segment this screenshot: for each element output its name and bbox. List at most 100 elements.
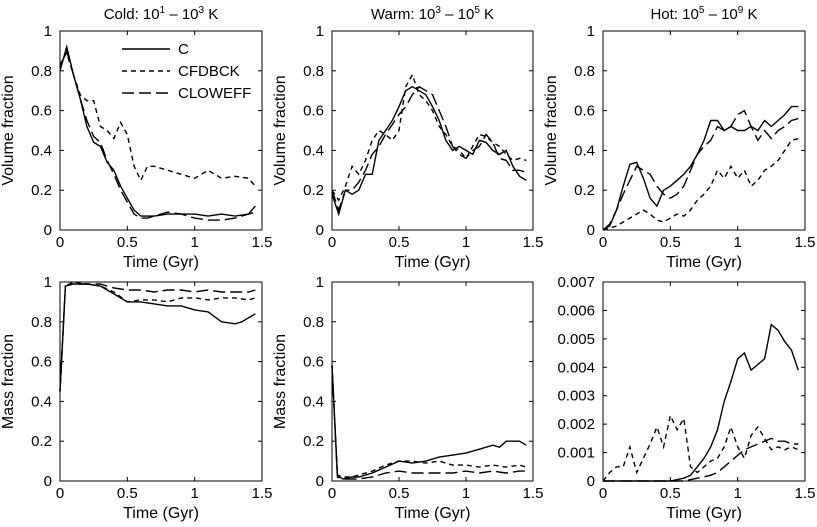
y-axis-label: Mass fraction (272, 334, 289, 429)
y-tick-label: 0.2 (31, 433, 52, 450)
series-line-c (331, 85, 527, 217)
plot-frame (331, 281, 534, 482)
title-text: Hot: 10 (650, 6, 698, 23)
series-line-cfdbck (59, 51, 256, 187)
y-tick-label: 0.8 (574, 63, 595, 80)
y-tick-label: 1 (587, 23, 595, 40)
y-axis-label: Volume fraction (272, 75, 289, 185)
legend-label-cfdbck: CFDBCK (178, 63, 240, 80)
legend-label-cloweff: CLOWEFF (178, 85, 251, 102)
plot-frame (602, 281, 806, 482)
x-tick-label: 0 (56, 485, 64, 502)
legend-label-c: C (178, 41, 189, 58)
x-tick-label: 1.5 (252, 234, 273, 251)
series-line-cloweff (59, 283, 256, 392)
y-tick-label: 0.8 (303, 63, 324, 80)
y-tick-label: 0 (316, 473, 324, 490)
y-tick-label: 0 (587, 222, 595, 239)
panel-2: 0 0.5 1 1.5 0 0.2 0.4 0.6 0.8 1 Time (Gyr) Volume f… (272, 5, 543, 271)
x-tick-label: 0.5 (660, 485, 681, 502)
y-tick-label: 0 (44, 222, 52, 239)
title-text: K (480, 6, 494, 23)
x-tick-label: 0.5 (389, 485, 410, 502)
y-tick-label: 0.002 (557, 416, 595, 433)
series-line-c (59, 44, 256, 217)
title-exponent: 1 (160, 5, 166, 16)
x-tick-label: 1.5 (523, 234, 544, 251)
panel-1: 0 0.5 1 1.5 0 0.2 0.4 0.6 0.8 1 Time (Gyr) Volume f… (0, 5, 272, 271)
y-axis-label: Volume fraction (0, 75, 17, 185)
y-tick-label: 0.6 (303, 354, 324, 371)
plot-frame (59, 281, 263, 482)
legend: C CFDBCK CLOWEFF (122, 41, 251, 102)
y-tick-label: 0.007 (557, 274, 595, 291)
x-tick-label: 1.5 (252, 485, 273, 502)
x-tick-label: 0 (328, 234, 336, 251)
title-text: Warm: 10 (371, 6, 435, 23)
panel-6: 0 0.5 1 1.5 0 0.001 0.002 0.003 0.004 0.005 0.006 0… (557, 274, 815, 522)
x-axis-label: Time (Gyr) (666, 505, 742, 522)
series-line-cloweff (59, 48, 256, 221)
plot-frame (602, 30, 806, 231)
y-tick-label: 0.4 (31, 393, 52, 410)
series-line-cloweff (331, 365, 527, 480)
y-tick-label: 0.4 (31, 142, 52, 159)
title-exponent: 3 (435, 5, 441, 16)
title-text: – 10 (441, 6, 474, 23)
y-tick-label: 0.006 (557, 302, 595, 319)
title-text: K (743, 6, 757, 23)
title-exponent: 5 (474, 5, 480, 16)
y-tick-label: 1 (44, 274, 52, 291)
y-tick-label: 0 (587, 473, 595, 490)
y-tick-label: 0.6 (574, 103, 595, 120)
y-tick-label: 0.6 (303, 103, 324, 120)
series-line-cloweff (603, 437, 799, 482)
y-tick-label: 0.2 (574, 182, 595, 199)
x-tick-label: 0.5 (117, 234, 138, 251)
series-line-cloweff (331, 85, 527, 213)
series-line-cfdbck (331, 73, 527, 202)
y-tick-label: 0.005 (557, 331, 595, 348)
x-tick-label: 1.5 (795, 485, 816, 502)
x-axis-label: Time (Gyr) (123, 505, 199, 522)
y-axis-label: Mass fraction (0, 334, 17, 429)
title-exponent: 3 (199, 5, 205, 16)
x-tick-label: 0 (599, 234, 607, 251)
y-tick-label: 0.4 (303, 393, 324, 410)
x-tick-label: 0 (56, 234, 64, 251)
plot-frame (331, 30, 534, 231)
x-axis-label: Time (Gyr) (395, 505, 471, 522)
x-tick-label: 1 (733, 234, 741, 251)
panel-title: Warm: 103 – 105 K (371, 5, 494, 23)
panel-title: Hot: 105 – 109 K (650, 5, 757, 23)
title-exponent: 9 (738, 5, 744, 16)
y-tick-label: 0.2 (31, 182, 52, 199)
x-tick-label: 1 (462, 485, 470, 502)
y-tick-label: 0.003 (557, 388, 595, 405)
title-text: Cold: 10 (104, 6, 160, 23)
title-text: – 10 (704, 6, 737, 23)
x-tick-label: 1 (190, 485, 198, 502)
y-tick-label: 1 (44, 23, 52, 40)
series-line-cfdbck (602, 137, 799, 231)
x-tick-label: 0 (599, 485, 607, 502)
plot-frame (59, 30, 263, 231)
series-line-c (59, 283, 256, 392)
y-tick-label: 1 (316, 274, 324, 291)
title-exponent: 5 (699, 5, 705, 16)
x-tick-label: 1 (190, 234, 198, 251)
y-tick-label: 0.8 (303, 314, 324, 331)
title-text: K (204, 6, 218, 23)
y-tick-label: 0.6 (31, 103, 52, 120)
y-tick-label: 0.8 (31, 63, 52, 80)
y-tick-label: 0.6 (31, 354, 52, 371)
y-tick-label: 0 (44, 473, 52, 490)
series-line-c (602, 105, 799, 231)
x-axis-label: Time (Gyr) (666, 254, 742, 271)
series-line-c (331, 365, 527, 480)
x-tick-label: 1 (462, 234, 470, 251)
x-axis-label: Time (Gyr) (395, 254, 471, 271)
panel-title: Cold: 101 – 103 K (104, 5, 219, 23)
x-tick-label: 0.5 (389, 234, 410, 251)
